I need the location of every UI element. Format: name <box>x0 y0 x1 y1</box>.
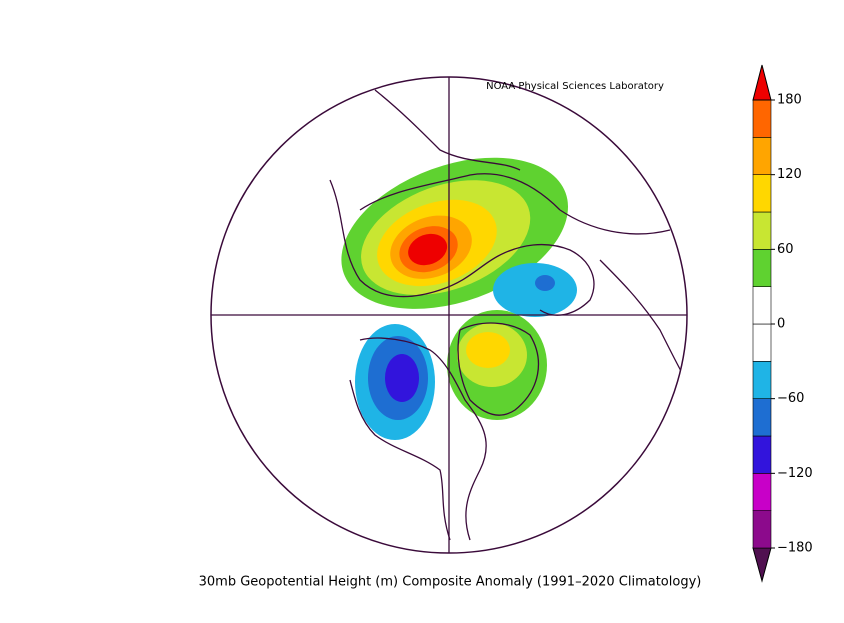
caption: 30mb Geopotential Height (m) Composite A… <box>199 575 702 590</box>
colorbar-tick-label: 120 <box>777 167 802 182</box>
colorbar-segment <box>752 137 772 175</box>
colorbar-extend <box>752 547 772 583</box>
colorbar-segment <box>752 473 772 511</box>
colorbar-tick-label: 180 <box>777 93 802 108</box>
colorbar-segment <box>752 249 772 287</box>
colorbar-segment <box>752 99 772 138</box>
colorbar-segment <box>752 211 772 250</box>
colorbar-tick-label: −120 <box>777 466 813 481</box>
colorbar-segment <box>752 361 772 399</box>
colorbar-segment <box>752 398 772 437</box>
anomaly-positive <box>447 310 547 420</box>
credit: NOAA Physical Sciences Laboratory <box>486 81 664 92</box>
colorbar-segment <box>752 510 772 549</box>
colorbar-segment <box>752 174 772 213</box>
map <box>211 77 687 553</box>
anomaly-negative <box>493 263 577 317</box>
colorbar-segment <box>752 435 772 474</box>
anomaly-negative <box>355 324 435 440</box>
colorbar-tick-label: −60 <box>777 391 804 406</box>
anomaly-positive <box>341 157 568 309</box>
colorbar-tick-label: 0 <box>777 317 785 332</box>
colorbar-tick-label: −180 <box>777 541 813 556</box>
colorbar-segment <box>752 286 772 325</box>
colorbar-tick-label: 60 <box>777 242 794 257</box>
colorbar: 180 120 60 0 −60 −120 −180 <box>752 64 813 583</box>
colorbar-segment <box>752 323 772 362</box>
colorbar-extend <box>752 64 772 101</box>
globe-outline <box>210 76 688 554</box>
